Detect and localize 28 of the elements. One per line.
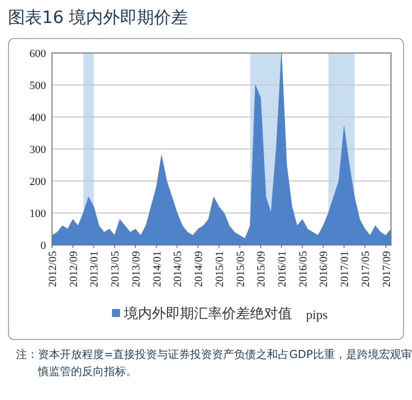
x-tick-label: 2015/05 bbox=[234, 250, 247, 288]
y-tick-label: 600 bbox=[30, 48, 46, 60]
x-tick-label: 2014/09 bbox=[193, 250, 206, 288]
text: pips bbox=[306, 307, 328, 322]
x-tick-label: 2013/09 bbox=[130, 250, 142, 288]
x-tick-label: 2017/01 bbox=[339, 251, 352, 288]
y-tick-label: 200 bbox=[30, 176, 46, 188]
x-tick-label: 2016/01 bbox=[276, 251, 288, 288]
x-tick-label: 2013/01 bbox=[88, 251, 101, 288]
x-tick-label: 2012/09 bbox=[68, 250, 80, 288]
x-tick-label: 2016/05 bbox=[297, 250, 310, 288]
y-tick-label: 500 bbox=[30, 80, 46, 92]
legend: 境内外即期汇率价差绝对值 bbox=[112, 306, 292, 322]
y-tick-label: 400 bbox=[30, 112, 46, 124]
x-tick-label: 2017/05 bbox=[360, 250, 372, 288]
y-tick-label: 300 bbox=[30, 144, 46, 156]
note: 注：资本开放程度=直接投资与证券投资资产负债之和占GDP比重，是跨境宏观审慎监管的反向指标。 bbox=[16, 347, 412, 380]
title: 图表16 境内外即期价差 bbox=[8, 7, 188, 29]
x-tick-label: 2017/09 bbox=[380, 250, 393, 288]
x-tick-label: 2015/09 bbox=[256, 250, 268, 288]
x-tick-label: 2013/05 bbox=[110, 250, 122, 288]
x-tick-label: 2015/01 bbox=[214, 251, 226, 288]
y-tick-label: 100 bbox=[30, 208, 46, 220]
x-tick-label: 2016/09 bbox=[318, 250, 330, 288]
y-tick-label: 0 bbox=[40, 240, 46, 252]
x-tick-label: 2012/05 bbox=[47, 250, 59, 288]
x-tick-label: 2014/01 bbox=[151, 251, 164, 288]
x-tick-label: 2014/05 bbox=[172, 250, 184, 288]
